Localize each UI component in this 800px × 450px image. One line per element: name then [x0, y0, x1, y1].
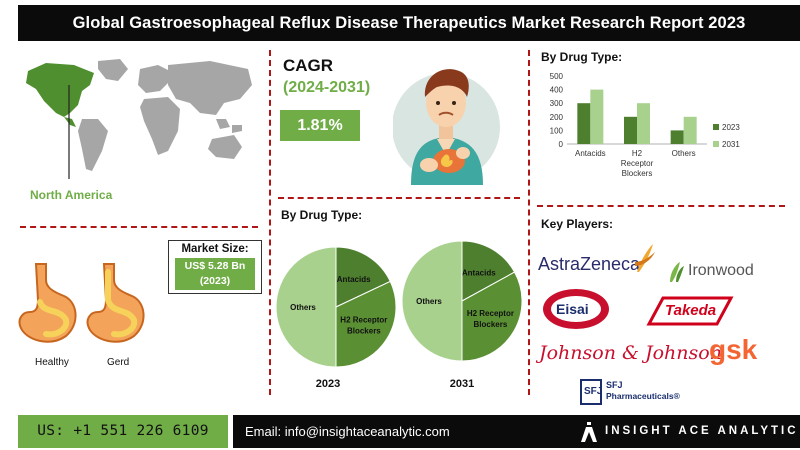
x-tick-label: Antacids [575, 149, 606, 158]
pie-2023-label-2: Others [290, 303, 316, 312]
y-tick-label: 0 [559, 140, 564, 149]
market-size-year: (2023) [199, 275, 231, 287]
brand-name: INSIGHT ACE ANALYTIC [605, 425, 799, 437]
x-tick-label: H2 [632, 149, 643, 158]
pie-2031-slice-0 [461, 240, 516, 302]
healthy-label: Healthy [35, 357, 69, 368]
y-tick-label: 300 [550, 99, 564, 108]
email-link[interactable]: Email: info@insightaceanalytic.com [245, 424, 450, 439]
legend-label-2031: 2031 [722, 140, 740, 149]
cagr-period: (2024-2031) [283, 79, 371, 96]
divider-middle-horizontal [278, 197, 520, 199]
pie-2023-label-0: Antacids [337, 275, 371, 284]
pie-2023-slice-0 [335, 246, 391, 308]
gsk-logo: gsk [707, 334, 757, 368]
y-tick-label: 500 [550, 72, 564, 81]
bar-2031-0 [590, 89, 604, 144]
sfj-mark-text: SFJ [584, 386, 603, 397]
bar-chart-title: By Drug Type: [541, 50, 623, 64]
bar-chart: 0 100 200 300 400 500 Antacids H2ReceptorBlocke… [550, 72, 741, 178]
divider-left-horizontal [20, 226, 258, 228]
market-size-label: Market Size: [181, 243, 249, 255]
pie-charts: Antacids H2 Receptor Blockers Others 2023 Ant… [275, 240, 523, 390]
north-america-highlight [26, 63, 94, 117]
legend-swatch-2023 [713, 124, 719, 130]
divider-left [269, 50, 271, 395]
y-tick-label: 100 [550, 126, 564, 135]
bar-2023-2 [670, 130, 684, 144]
cagr-value: 1.81% [280, 110, 360, 141]
sfj-name-text: SFJ [606, 380, 623, 390]
pie-2031-slice-2 [401, 240, 463, 362]
bar-2023-0 [577, 103, 591, 144]
market-size-box: Market Size: US$ 5.28 Bn (2023) [168, 240, 262, 294]
ironwood-leaf-icon [670, 262, 684, 282]
cagr-title: CAGR [283, 56, 334, 75]
stomach-illustrations [18, 263, 145, 343]
pie-2031-label-1: H2 Receptor [467, 309, 514, 318]
footer-phone-box: US: +1 551 226 6109 [18, 415, 228, 448]
y-tick-label: 400 [550, 86, 564, 95]
johnson-and-johnson-logo-text: Johnson & Johnson [539, 342, 722, 364]
healthy-stomach-icon [18, 263, 77, 343]
gsk-logo-text: gsk [709, 334, 758, 365]
johnson-and-johnson-logo: Johnson & Johnson [539, 340, 722, 368]
header: Global Gastroesophageal Reflux Disease T… [0, 0, 800, 46]
divider-right-horizontal [537, 205, 785, 207]
footer-contact-bar: Email: info@insightaceanalytic.com INSIG… [233, 415, 800, 448]
y-tick-label: 200 [550, 113, 564, 122]
pie-2031-label-0: Antacids [462, 269, 496, 278]
takeda-logo-text: Takeda [665, 302, 717, 319]
bar-2023-1 [624, 116, 637, 144]
gerd-stomach-icon [86, 263, 145, 343]
sfj-pharma-text: Pharmaceuticals® [606, 391, 680, 401]
insight-ace-logo-icon [581, 422, 597, 442]
key-players-title: Key Players: [541, 217, 614, 231]
x-tick-label: Receptor [621, 159, 654, 168]
x-tick-label: Others [672, 149, 696, 158]
legend-swatch-2031 [713, 141, 719, 147]
eisai-logo: Eisai [543, 289, 609, 329]
pie-2023-label-1: H2 Receptor [340, 316, 387, 325]
astrazeneca-logo-text: AstraZeneca [538, 254, 641, 274]
takeda-logo: Takeda [643, 296, 737, 326]
eisai-logo-text: Eisai [556, 301, 589, 317]
astrazeneca-mark-icon [635, 244, 655, 272]
market-size-value: US$ 5.28 Bn (2023) [175, 258, 255, 290]
pie-2031-slice-1 [461, 271, 523, 362]
pie-year-label-2023: 2023 [316, 378, 340, 390]
pie-year-label-2031: 2031 [450, 378, 474, 390]
pie-charts-title: By Drug Type: [281, 208, 363, 222]
pie-2031-label-2: Others [416, 297, 442, 306]
astrazeneca-logo: AstraZeneca [538, 240, 658, 280]
world-map [26, 59, 252, 179]
legend-label-2023: 2023 [722, 123, 740, 132]
divider-right [528, 50, 530, 395]
patient-illustration [393, 69, 500, 185]
gerd-label: Gerd [107, 357, 130, 368]
bar-2031-1 [637, 103, 650, 144]
ironwood-logo: Ironwood [668, 258, 768, 286]
bar-2031-2 [683, 116, 697, 144]
sfj-logo: SFJ SFJ Pharmaceuticals® [580, 379, 700, 409]
header-bar: Global Gastroesophageal Reflux Disease T… [18, 5, 800, 41]
pie-2023-label-1: Blockers [347, 327, 381, 336]
region-label: North America [30, 188, 113, 202]
page-title: Global Gastroesophageal Reflux Disease T… [72, 14, 746, 32]
pie-2023-slice-1 [335, 280, 397, 368]
x-tick-label: Blockers [622, 169, 653, 178]
market-size-amount: US$ 5.28 Bn [184, 260, 246, 272]
pie-2023-slice-2 [275, 246, 337, 368]
pie-2031-label-1: Blockers [474, 320, 508, 329]
ironwood-logo-text: Ironwood [688, 262, 754, 279]
phone-number[interactable]: US: +1 551 226 6109 [37, 423, 209, 439]
